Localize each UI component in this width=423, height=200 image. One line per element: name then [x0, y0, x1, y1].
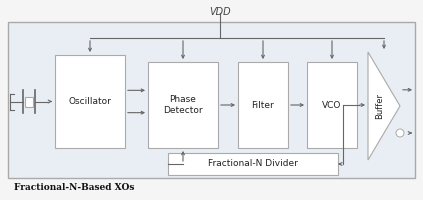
Text: VCO: VCO [322, 100, 342, 110]
Polygon shape [368, 52, 400, 160]
Text: Phase
Detector: Phase Detector [163, 95, 203, 115]
Bar [8, 22, 415, 178]
Text: Buffer: Buffer [376, 93, 385, 119]
Bar [25, 97, 33, 106]
Bar [238, 62, 288, 148]
Text: Fractional-N-Based XOs: Fractional-N-Based XOs [14, 184, 135, 192]
Bar [168, 153, 338, 175]
Text: Oscillator: Oscillator [69, 97, 111, 106]
Bar [307, 62, 357, 148]
Text: Fractional-N Divider: Fractional-N Divider [208, 160, 298, 168]
Bar [148, 62, 218, 148]
Text: VDD: VDD [209, 7, 231, 17]
Circle shape [396, 129, 404, 137]
Bar [55, 55, 125, 148]
Text: Filter: Filter [252, 100, 275, 110]
